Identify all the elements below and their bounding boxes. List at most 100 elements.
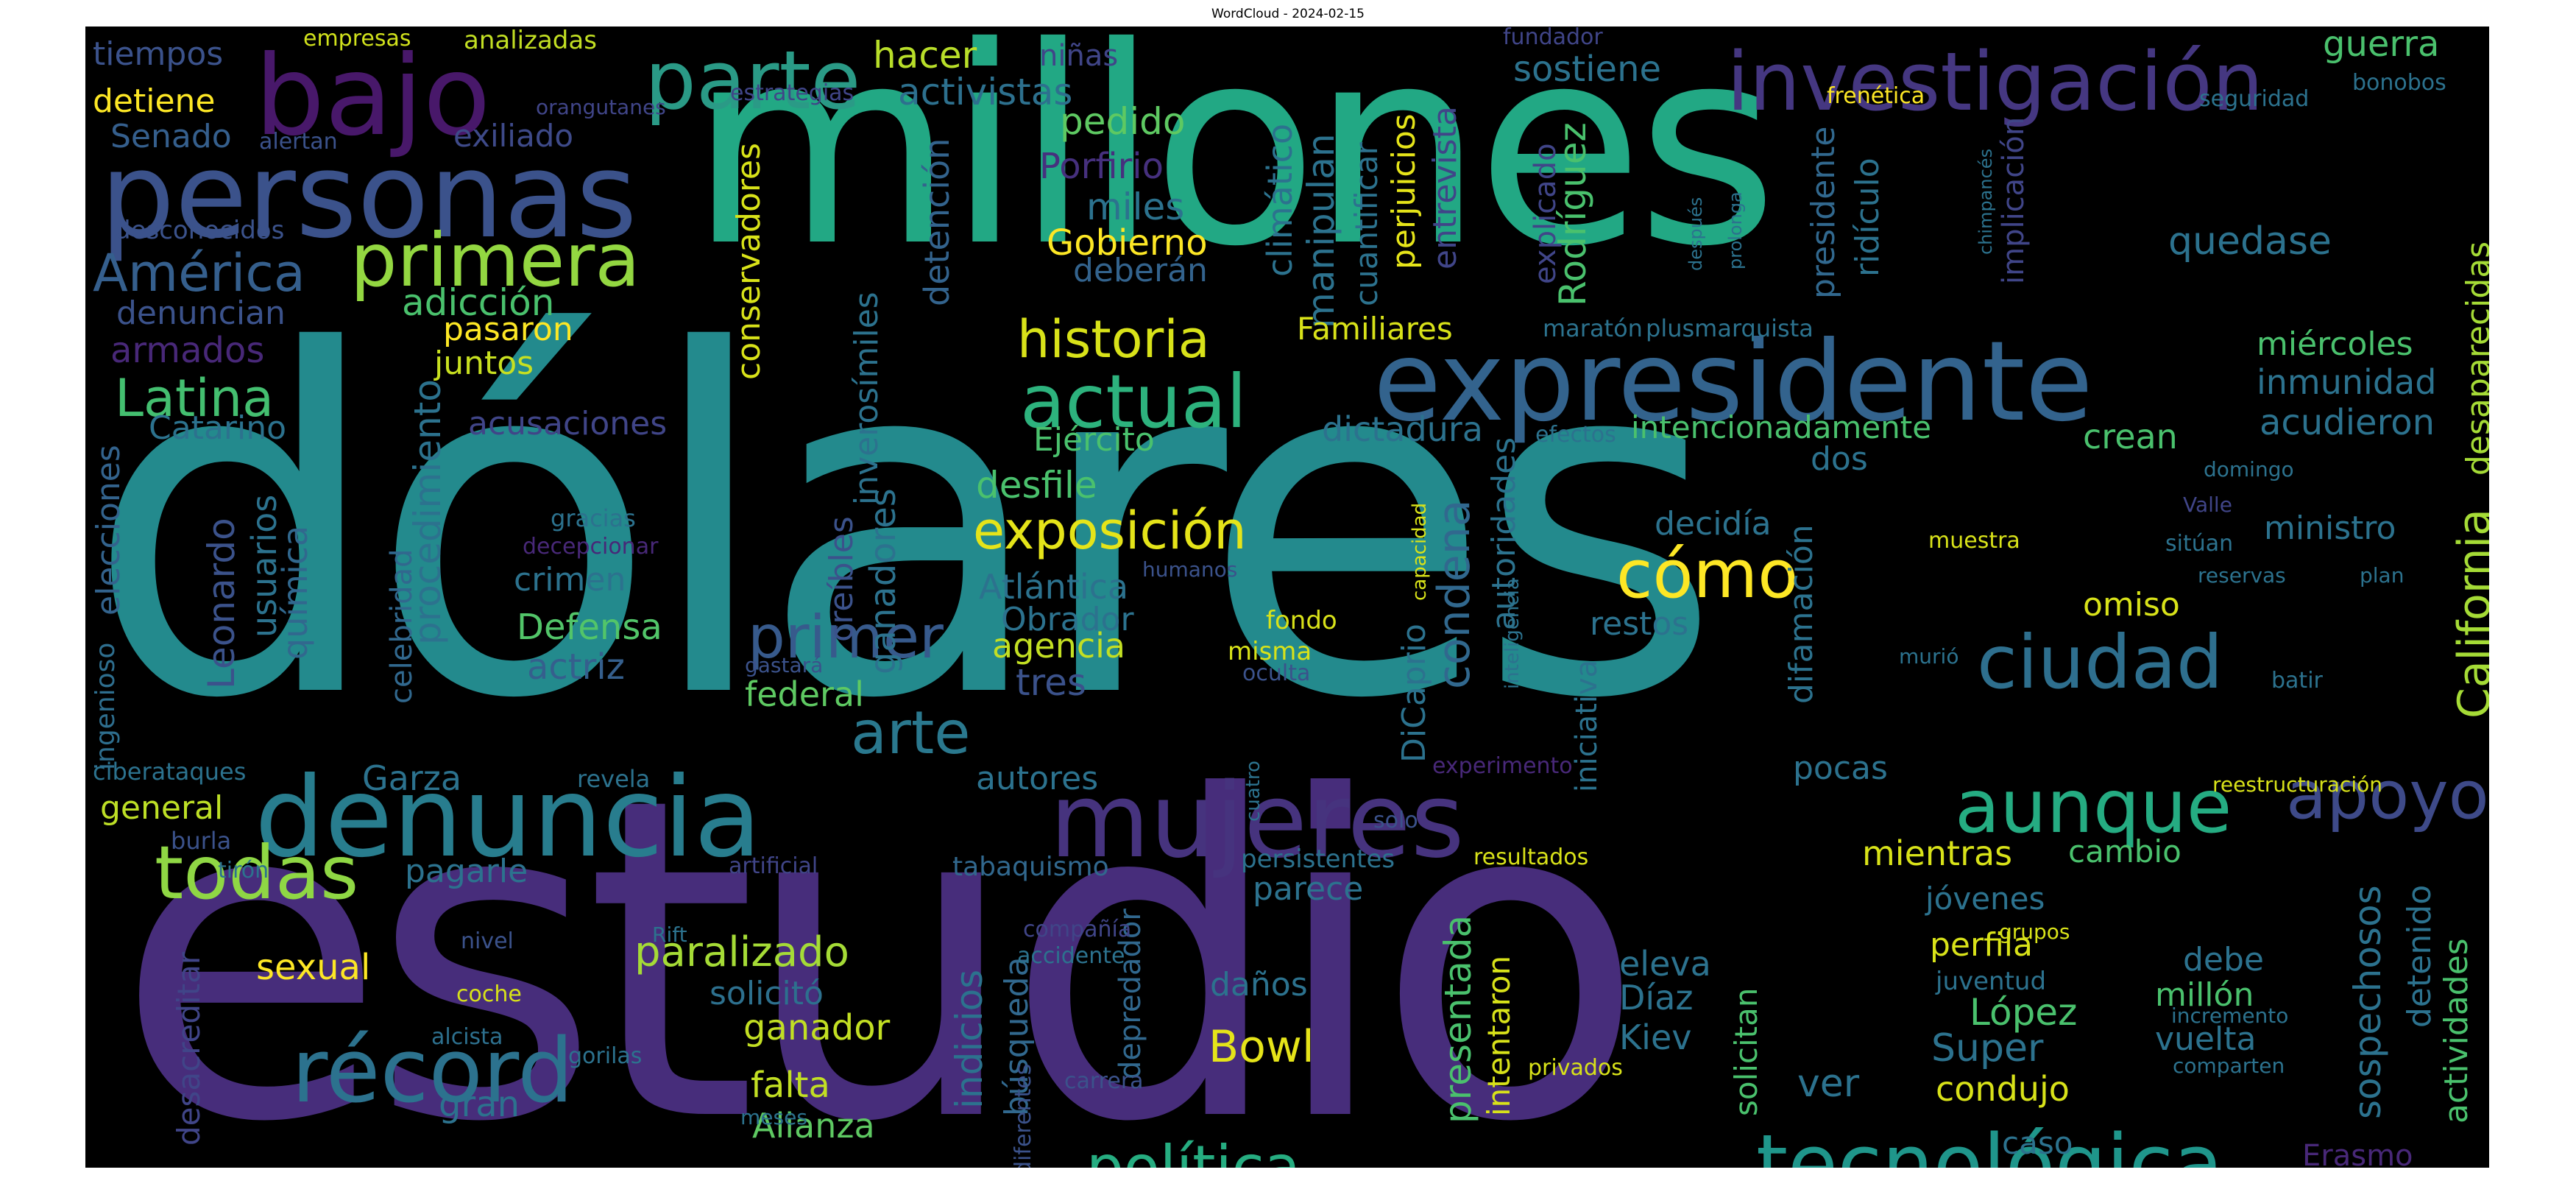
- word: Familiares: [1297, 311, 1453, 347]
- word: personas: [100, 127, 637, 264]
- word: reestructuración: [2212, 772, 2383, 797]
- word: iniciativa: [1570, 659, 1604, 792]
- word: ingenioso: [91, 642, 121, 770]
- word: adicción: [402, 281, 555, 324]
- word: grupos: [1999, 920, 2070, 944]
- word: estudio: [115, 704, 1646, 1168]
- word: inmunidad: [2257, 362, 2437, 402]
- word: gracias: [551, 504, 636, 532]
- word: Obrador: [1001, 601, 1134, 638]
- word: prolonga: [1725, 191, 1746, 269]
- word: Díaz: [1619, 978, 1694, 1017]
- word: gran: [439, 1084, 520, 1125]
- word: vuelta: [2155, 1020, 2257, 1058]
- word: carrera: [1064, 1068, 1144, 1094]
- word: dictadura: [1322, 409, 1483, 449]
- word: arte: [851, 699, 971, 767]
- word: guerra: [2323, 27, 2440, 65]
- word: plan: [2360, 563, 2405, 588]
- word: restos: [1590, 605, 1689, 643]
- word: tiempos: [93, 35, 224, 73]
- word: bajo: [255, 32, 491, 161]
- word: privados: [1528, 1055, 1623, 1081]
- word: apoyo: [2286, 757, 2489, 834]
- word: humanos: [1142, 557, 1238, 582]
- word: oculta: [1242, 660, 1311, 686]
- word: gastará: [745, 653, 824, 677]
- word: tirón: [218, 858, 269, 884]
- word: entrevista: [1426, 106, 1464, 269]
- word: seguridad: [2199, 86, 2310, 112]
- word: niñas: [1039, 39, 1119, 73]
- word: bonobos: [2352, 70, 2446, 96]
- word-cloud-canvas: dólares estudio millones personas bajo e…: [85, 27, 2489, 1168]
- word: batir: [2271, 668, 2323, 694]
- word: muestra: [1928, 528, 2020, 554]
- word: Rodríguez: [1551, 122, 1594, 306]
- word: pocas: [1793, 750, 1888, 787]
- word: persistentes: [1241, 844, 1395, 874]
- word: agencia: [992, 626, 1126, 666]
- word: química: [275, 525, 315, 660]
- word: Porfirio: [1039, 146, 1164, 187]
- word: celebridad: [385, 549, 419, 704]
- word: denuncia: [255, 754, 762, 882]
- word: manipulan: [1300, 133, 1342, 328]
- word: analizadas: [464, 27, 597, 55]
- word: Ejército: [1033, 421, 1155, 459]
- word: condujo: [1936, 1069, 2070, 1109]
- word: desacreditar: [171, 951, 207, 1146]
- word: crimen: [514, 561, 626, 599]
- word: cambio: [2068, 833, 2182, 870]
- word: cuantificar: [1348, 142, 1384, 306]
- word: condena: [1429, 499, 1480, 689]
- word: pagarle: [405, 853, 528, 890]
- word: presentada: [1437, 914, 1479, 1124]
- word: efectos: [1535, 422, 1616, 448]
- word: sospechosos: [2346, 885, 2389, 1119]
- word: orangutanes: [536, 95, 666, 119]
- word: dos: [1811, 440, 1868, 478]
- word: después: [1685, 197, 1706, 271]
- word: récord: [291, 1020, 574, 1123]
- word: Defensa: [517, 607, 662, 648]
- word: general: [100, 789, 224, 827]
- word: detenido: [2401, 884, 2438, 1028]
- word: compañía: [1023, 917, 1132, 942]
- word: ministro: [2264, 509, 2396, 547]
- word: solicitó: [710, 975, 824, 1012]
- word: coche: [456, 981, 522, 1007]
- word: solo: [1373, 808, 1418, 833]
- word: misma: [1228, 637, 1312, 666]
- word: comparten: [2173, 1054, 2285, 1078]
- word: plusmarquista: [1646, 314, 1814, 342]
- word: difamación: [1783, 524, 1820, 704]
- word: omiso: [2083, 586, 2180, 624]
- word: alertan: [259, 129, 338, 155]
- word: sostiene: [1513, 49, 1662, 90]
- word: millón: [2155, 976, 2254, 1014]
- word: eleva: [1619, 944, 1711, 984]
- word: perjuicios: [1385, 113, 1423, 269]
- word: primer: [748, 603, 944, 671]
- word: inteligencia: [1501, 578, 1524, 689]
- word: detiene: [93, 82, 216, 120]
- word: expresidente: [1373, 318, 2093, 446]
- word: ganadores: [863, 488, 904, 674]
- word: creíbles: [823, 516, 860, 642]
- word: maratón: [1543, 314, 1643, 342]
- word: ciudad: [1977, 619, 2223, 705]
- word: todas: [155, 830, 359, 916]
- word: tecnológica: [1756, 1117, 2223, 1168]
- word: historia: [1017, 309, 1210, 370]
- word: Alianza: [752, 1106, 875, 1146]
- word: miércoles: [2257, 325, 2413, 363]
- word: tabaquismo: [952, 852, 1109, 882]
- word: climático: [1260, 123, 1300, 277]
- word: accidente: [1017, 943, 1125, 969]
- word: incremento: [2171, 1004, 2289, 1028]
- word: miles: [1086, 186, 1185, 228]
- word: burla: [171, 827, 232, 855]
- word: hacer: [873, 34, 977, 77]
- word: pedido: [1060, 100, 1186, 143]
